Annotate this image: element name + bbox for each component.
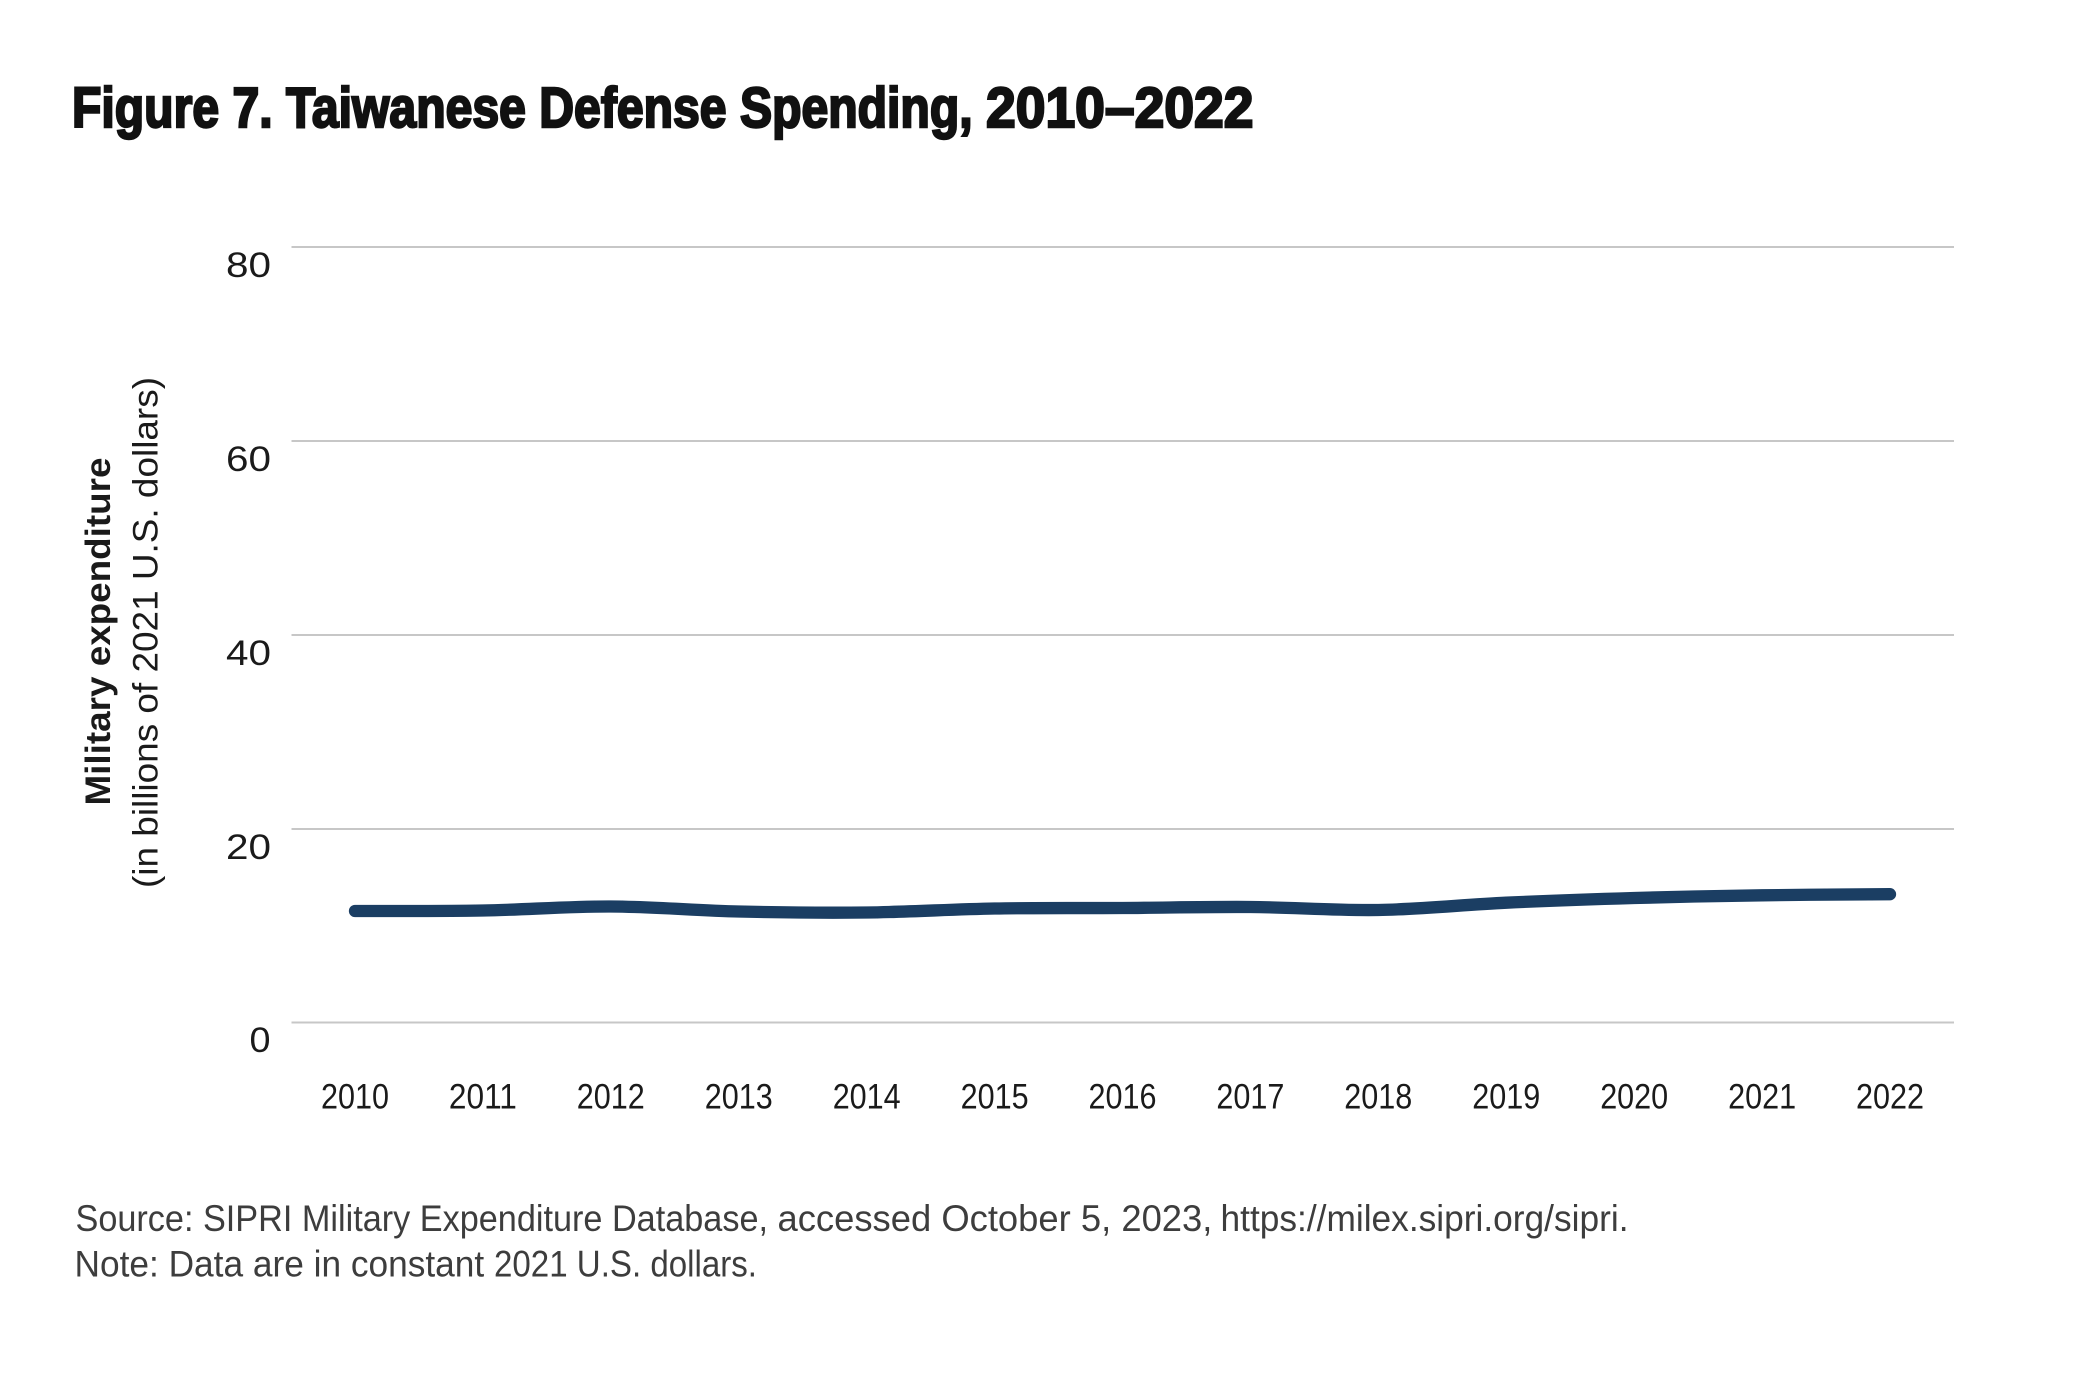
svg-text:20: 20 (226, 828, 271, 867)
svg-text:2021: 2021 (1728, 1078, 1796, 1117)
svg-text:2010–2022: 2010–2022 (986, 76, 1254, 140)
svg-text:2021 U.S. dollars.: 2021 U.S. dollars. (494, 1244, 757, 1285)
svg-text:2017: 2017 (1216, 1078, 1284, 1117)
svg-text:40: 40 (226, 634, 271, 673)
svg-text:accessed October 5, 2023,: accessed October 5, 2023, (778, 1198, 1223, 1239)
svg-text:2013: 2013 (705, 1078, 773, 1117)
svg-text:2015: 2015 (961, 1078, 1029, 1117)
svg-text:2016: 2016 (1089, 1078, 1157, 1117)
svg-text:Note: Data are in constant: Note: Data are in constant (75, 1244, 495, 1285)
svg-text:2019: 2019 (1472, 1078, 1540, 1117)
svg-text:Source: SIPRI Military Expendi: Source: SIPRI Military Expenditure Datab… (76, 1198, 778, 1239)
svg-text:Figure 7. Taiwanese Defense Sp: Figure 7. Taiwanese Defense Spending, (72, 76, 986, 140)
svg-text:2018: 2018 (1344, 1078, 1412, 1117)
svg-text:(in billions of 2021 U.S. doll: (in billions of 2021 U.S. dollars) (127, 377, 166, 888)
svg-text:60: 60 (226, 440, 271, 479)
svg-text:2010: 2010 (321, 1078, 389, 1117)
svg-text:2012: 2012 (577, 1078, 645, 1117)
svg-text:2011: 2011 (449, 1078, 517, 1117)
svg-text:2022: 2022 (1856, 1078, 1924, 1117)
svg-text:https://milex.sipri.org/sipri.: https://milex.sipri.org/sipri. (1221, 1198, 1629, 1239)
svg-text:2020: 2020 (1600, 1078, 1668, 1117)
svg-text:2014: 2014 (833, 1078, 901, 1117)
svg-text:80: 80 (226, 246, 271, 285)
svg-text:0: 0 (250, 1021, 271, 1060)
svg-text:Military expenditure: Military expenditure (79, 458, 118, 806)
